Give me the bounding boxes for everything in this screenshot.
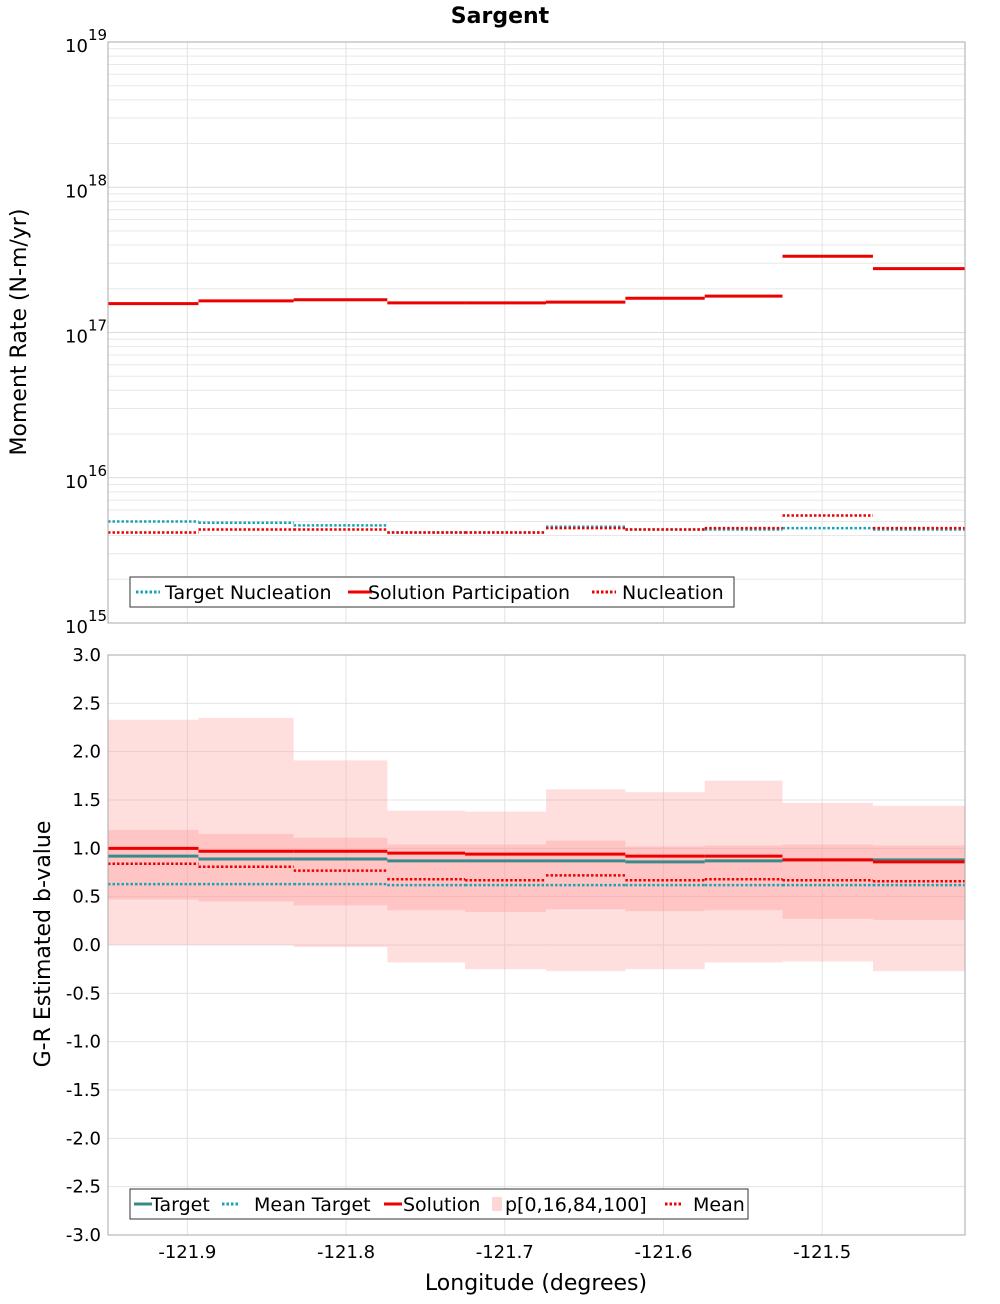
b-value-plot: -3.0 -2.5 -2.0 -1.5 -1.0 -0.5 0.0 0.5 1.0 1.5 2.0 2… [66,645,966,1263]
bottom-y-tick-label: -2.5 [66,1177,101,1198]
chart-title: Sargent [451,4,550,29]
band-outer-range [108,719,199,945]
bvalue-series [108,882,965,887]
top-y-tick-exponent: 19 [88,26,107,44]
band-outer-range [782,802,873,962]
moment-series [108,514,965,534]
bottom-y-tick-label: 0.0 [72,935,101,956]
top-legend-label: Target Nucleation [164,582,332,604]
bottom-plot-frame [107,654,966,1236]
top-legend-box [129,576,735,608]
bottom-y-tick-label: 3.0 [72,645,101,666]
bottom-y-tick-label: -2.0 [66,1128,101,1149]
bvalue-series [108,862,965,883]
band-outer-range [198,717,294,945]
bottom-y-tick-label: -0.5 [66,983,101,1004]
bottom-y-tick-label: 2.0 [72,742,101,763]
top-y-tick-label: 10 [65,181,88,202]
top-y-tick-exponent: 17 [88,317,107,335]
band-outer-range [704,780,783,963]
top-y-tick-exponent: 16 [88,462,107,480]
top-legend-label: Nucleation [622,582,724,604]
bottom-y-tick-label: 1.0 [72,838,101,859]
bottom-legend-label: p[0,16,84,100] [505,1194,647,1216]
x-tick-label: -121.6 [634,1242,692,1263]
top-legend-label: Solution Participation [368,582,570,604]
band-outer-range [872,805,965,972]
bottom-legend-label: Mean [693,1194,745,1216]
x-axis-label: Longitude (degrees) [425,1271,647,1296]
x-tick-label: -121.9 [158,1242,216,1263]
top-plot-frame [107,41,966,624]
bottom-legend-label: Target [150,1194,210,1216]
x-tick-label: -121.8 [317,1242,375,1263]
top-y-tick-label: 10 [65,327,88,348]
bottom-legend-swatch [492,1197,502,1211]
top-y-tick-label: 10 [65,36,88,57]
band-inner-range [546,840,626,910]
x-tick-label: -121.7 [476,1242,534,1263]
top-legend: Target Nucleation Solution Participation N… [129,576,735,608]
top-y-tick-exponent: 15 [88,607,107,625]
bottom-legend-label: Solution [403,1194,480,1216]
top-y-tick-label: 10 [65,617,88,638]
band-outer-range [546,789,626,972]
top-y-tick-exponent: 18 [88,171,107,189]
bottom-legend: Target Mean Target Solution p[0,16,84,100] M… [129,1188,749,1220]
bottom-y-axis-label: G-R Estimated b-value [31,821,56,1068]
band-outer-range [465,811,547,970]
x-tick-label: -121.5 [793,1242,851,1263]
bottom-y-tick-label: -1.0 [66,1032,101,1053]
moment-series [108,254,965,306]
bottom-y-tick-label: -3.0 [66,1225,101,1246]
bvalue-series [108,846,965,864]
top-y-tick-label: 10 [65,472,88,493]
band-inner-range [872,845,965,920]
bottom-y-tick-label: 2.5 [72,693,101,714]
moment-series [108,520,965,534]
band-inner-range [782,844,873,919]
band-outer-range [387,810,466,963]
bottom-y-tick-label: 0.5 [72,887,101,908]
band-inner-range [465,844,547,913]
top-y-axis-label: Moment Rate (N-m/yr) [7,209,32,456]
bottom-y-tick-label: -1.5 [66,1080,101,1101]
band-outer-range [293,760,388,947]
bottom-legend-label: Mean Target [254,1194,371,1216]
band-outer-range [625,792,705,970]
bottom-y-tick-label: 1.5 [72,790,101,811]
band-inner-range [387,844,466,911]
